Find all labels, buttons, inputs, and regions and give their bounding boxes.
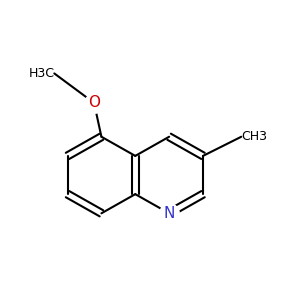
Text: O: O [88,95,100,110]
Text: H3C: H3C [28,67,54,80]
Text: N: N [164,206,175,221]
Text: CH3: CH3 [241,130,267,143]
